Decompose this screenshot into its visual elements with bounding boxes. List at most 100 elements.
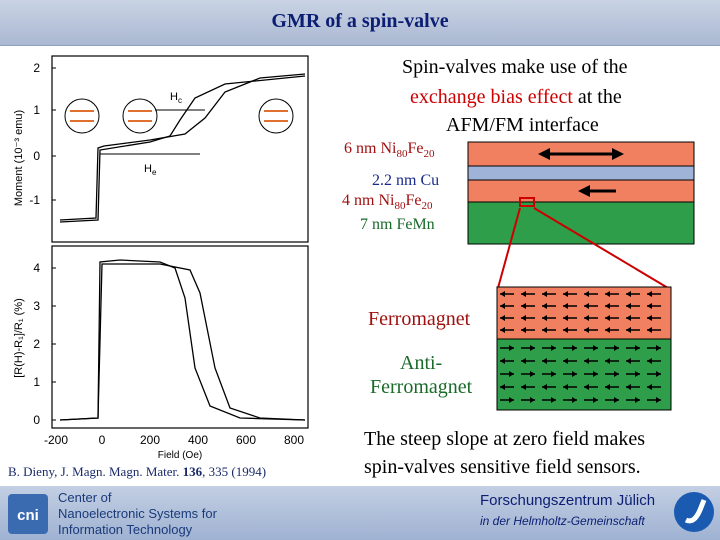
exchange-bias-text: exchange bias effect	[410, 86, 573, 108]
afm-spin-arrow-head	[656, 371, 661, 377]
ferro-spin-arrow-head	[584, 327, 589, 333]
afm-spin-arrow-head	[593, 397, 598, 403]
xtick-0: 0	[99, 433, 106, 447]
ferro-spin-arrow-head	[605, 327, 610, 333]
bottom-y-ticks	[52, 267, 56, 421]
afm-spin-arrow-head	[656, 345, 661, 351]
ferro-spin-arrow-head	[500, 303, 505, 309]
he-sub: e	[152, 168, 157, 177]
spin-valve-text-2: exchange bias effect at the	[410, 86, 622, 108]
top-ytick-1: 1	[33, 103, 40, 117]
ferro-spin-arrow-head	[647, 315, 652, 321]
afm-spin-arrow-head	[614, 345, 619, 351]
top-ytick-0: 0	[33, 149, 40, 163]
xtick-m200: -200	[44, 433, 68, 447]
fz-subtitle: in der Helmholtz-Gemeinschaft	[480, 514, 645, 528]
afm-spin-arrow-head	[626, 384, 631, 390]
ferro-spin-arrow-head	[605, 303, 610, 309]
ferro-spin-arrow-head	[647, 327, 652, 333]
afm-spin-arrow-head	[614, 371, 619, 377]
ferro-spin-arrow-head	[521, 291, 526, 297]
afm-spin-arrow-head	[521, 358, 526, 364]
ferro-spin-arrow-head	[584, 303, 589, 309]
afm-spin-arrow-head	[509, 345, 514, 351]
afm-spin-arrow-head	[584, 358, 589, 364]
afm-spin-arrow-head	[551, 397, 556, 403]
ferro-spin-arrow-head	[626, 303, 631, 309]
top-y-label: Moment (10⁻³ emu)	[13, 110, 25, 206]
ferro-spin-arrow-head	[542, 303, 547, 309]
ferro-spin-arrow-head	[521, 327, 526, 333]
antiferromagnet-label-1: Anti-	[400, 352, 443, 374]
afm-spin-arrow-head	[614, 397, 619, 403]
afm-spin-arrow-head	[584, 384, 589, 390]
ferro-spin-arrow-head	[563, 303, 568, 309]
afm-spin-arrow-head	[542, 358, 547, 364]
ferro-spin-arrow-head	[647, 291, 652, 297]
ferro-spin-arrow-head	[584, 291, 589, 297]
state-circle-middle	[122, 98, 158, 134]
antiferromagnet-label-2: Ferromagnet	[370, 376, 473, 398]
ferro-spin-arrow-head	[626, 327, 631, 333]
afm-spin-arrow-head	[647, 358, 652, 364]
afm-spin-arrow-head	[500, 384, 505, 390]
ferro-spin-arrow-head	[626, 291, 631, 297]
bottom-ytick-1: 1	[33, 375, 40, 389]
state-circle-right	[258, 98, 294, 134]
afm-spin-arrow-head	[542, 384, 547, 390]
gmr-curve-1	[59, 259, 306, 421]
ferro-spin-arrow-head	[542, 291, 547, 297]
ferro-spin-arrow-head	[521, 303, 526, 309]
zoom-spin-diagram	[496, 286, 672, 411]
afm-spin-arrow-head	[500, 358, 505, 364]
gmr-curve-2	[59, 263, 306, 421]
ferro-spin-arrow-head	[500, 315, 505, 321]
afm-spin-arrow-head	[605, 358, 610, 364]
xtick-800: 800	[284, 433, 304, 447]
top-ytick-2: 2	[33, 61, 40, 75]
top-y-ticks	[52, 67, 56, 201]
cni-line-1: Center of	[58, 490, 112, 505]
spin-valve-text-1: Spin-valves make use of the	[402, 56, 628, 78]
hc-label: H	[170, 91, 178, 103]
bottom-ytick-0: 0	[33, 413, 40, 427]
afm-spin-arrow-head	[551, 371, 556, 377]
afm-spin-arrow-head	[572, 345, 577, 351]
ferro-spin-arrow-head	[521, 315, 526, 321]
ferro-spin-arrow-head	[542, 315, 547, 321]
afm-spin-arrow-head	[593, 371, 598, 377]
afm-spin-arrow-head	[563, 384, 568, 390]
gmr-figure: 2 1 0 -1 Moment (10⁻³ emu) Hc He 4 3 2 1…	[13, 55, 309, 461]
ferro-spin-arrow-head	[647, 303, 652, 309]
top-loop-branch-2	[59, 75, 306, 223]
ferro-spin-arrow-head	[626, 315, 631, 321]
top-panel-frame	[51, 55, 309, 243]
bottom-ytick-2: 2	[33, 337, 40, 351]
layer-label-femn: 7 nm FeMn	[360, 216, 435, 233]
cni-line-3: Information Technology	[58, 522, 193, 537]
afm-spin-arrow-head	[626, 358, 631, 364]
layer-label-bottom: 4 nm Ni80Fe20	[342, 192, 433, 213]
afm-spin-arrow-head	[530, 371, 535, 377]
he-label: H	[144, 163, 152, 175]
cni-line-2: Nanoelectronic Systems for	[58, 506, 217, 521]
svg-text:Hc: Hc	[170, 91, 182, 105]
cni-logo-icon: cni	[8, 494, 48, 534]
ferro-spin-arrow-head	[500, 291, 505, 297]
footer-bar	[0, 486, 720, 540]
ferro-spin-arrow-head	[563, 327, 568, 333]
zoom-box	[519, 197, 535, 207]
afm-spin-arrow-head	[530, 397, 535, 403]
bottom-y-label: [R(H)-R₁]/R₁ (%)	[13, 298, 25, 378]
ferro-spin-arrow-head	[605, 315, 610, 321]
ferro-spin-arrow-head	[584, 315, 589, 321]
title-bar: GMR of a spin-valve	[0, 0, 720, 46]
xtick-600: 600	[236, 433, 256, 447]
top-loop-branch-1	[59, 73, 306, 221]
svg-text:He: He	[144, 163, 157, 177]
afm-spin-arrow-head	[509, 371, 514, 377]
ferro-spin-arrow-head	[563, 291, 568, 297]
fzj-logo-icon	[674, 492, 714, 532]
ferro-spin-arrow-head	[563, 315, 568, 321]
afm-spin-arrow-head	[605, 384, 610, 390]
